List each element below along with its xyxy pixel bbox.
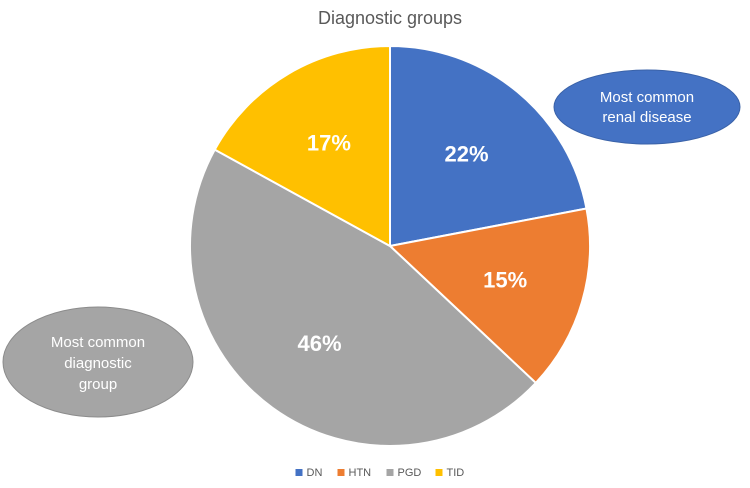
legend-label-htn: HTN [349, 467, 372, 479]
slice-label-dn: 22% [444, 142, 488, 167]
legend: DN HTN PGD TID [295, 467, 465, 479]
pie-slice-labels: 22% 15% 46% 17% [297, 131, 527, 356]
slice-label-tid: 17% [307, 131, 351, 156]
callout-line: group [79, 376, 117, 393]
legend-label-dn: DN [307, 467, 323, 479]
callout-diagnostic-group: Most common diagnostic group [2, 306, 194, 418]
callout-line: Most common [600, 89, 694, 106]
pie-slice-dn [389, 44, 588, 248]
callout-line: diagnostic [64, 355, 132, 372]
pie-slice-tid [213, 44, 391, 248]
slice-label-pgd: 46% [297, 331, 341, 356]
pie-slice-htn [387, 207, 591, 385]
pie-slices [189, 44, 591, 447]
legend-label-pgd: PGD [398, 467, 422, 479]
pie-slice-pgd [189, 148, 538, 447]
legend-swatch-pgd [386, 469, 394, 476]
legend-swatch-htn [337, 469, 345, 476]
callout-renal-disease: Most common renal disease [553, 69, 741, 145]
chart-title: Diagnostic groups [318, 8, 462, 28]
callout-bubble [2, 306, 194, 418]
callout-bubble [553, 69, 741, 145]
callout-line: Most common [51, 334, 145, 351]
slice-label-htn: 15% [483, 268, 527, 293]
legend-swatch-tid [435, 469, 443, 476]
callout-line: renal disease [602, 109, 691, 126]
legend-swatch-dn [295, 469, 303, 476]
legend-label-tid: TID [447, 467, 465, 479]
